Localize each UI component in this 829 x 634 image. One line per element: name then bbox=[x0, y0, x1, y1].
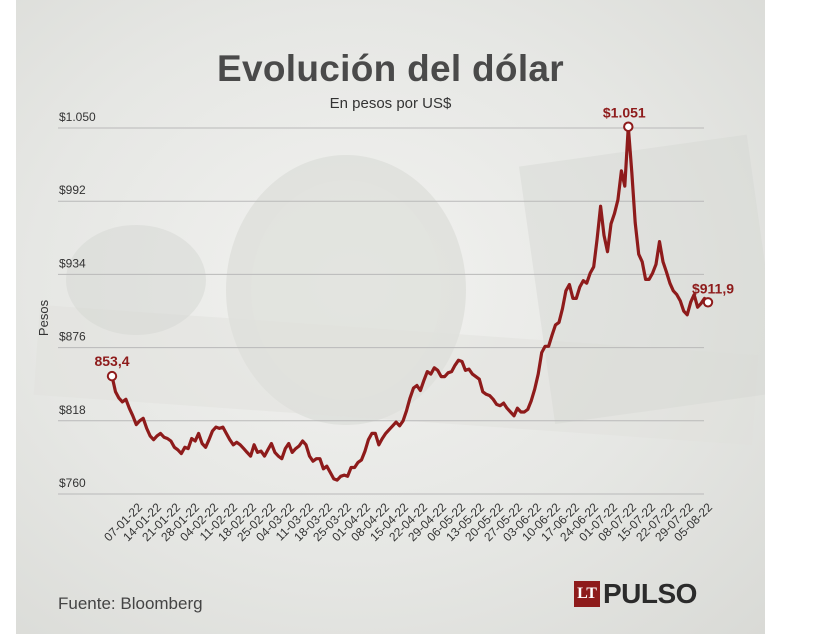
series-layer bbox=[110, 125, 710, 482]
logo-text: PULSO bbox=[603, 578, 697, 609]
logo-mark: LT bbox=[574, 581, 600, 607]
y-tick-label: $876 bbox=[59, 330, 86, 344]
pulso-logo: LT PULSO bbox=[574, 578, 697, 610]
chart-title: Evolución del dólar bbox=[217, 48, 564, 89]
chart-subtitle: En pesos por US$ bbox=[329, 95, 452, 112]
annotation-marker bbox=[623, 121, 634, 132]
line-chart: $760 $818 $876 $934 $992 $1.050 07-01-2214-01… bbox=[36, 105, 734, 544]
y-axis-label: Pesos bbox=[36, 299, 51, 336]
gridlines bbox=[58, 127, 704, 495]
annotation-label: 853,4 bbox=[94, 353, 129, 369]
series-line bbox=[110, 125, 710, 482]
y-tick-label: $818 bbox=[59, 403, 86, 417]
annotation-marker bbox=[702, 297, 714, 308]
y-axis-ticks: $760 $818 $876 $934 $992 $1.050 bbox=[59, 110, 96, 490]
source-note: Fuente: Bloomberg bbox=[58, 594, 203, 613]
y-tick-label: $934 bbox=[59, 256, 86, 270]
y-tick-label: $1.050 bbox=[59, 110, 96, 124]
y-tick-label: $760 bbox=[59, 476, 86, 490]
x-axis-ticks: 07-01-2214-01-2221-01-2228-01-2204-02-22… bbox=[101, 500, 715, 544]
annotation-label: $911,9 bbox=[692, 280, 734, 296]
y-tick-label: $992 bbox=[59, 183, 86, 197]
annotations: 853,4 $1.051 $911,9 bbox=[94, 105, 734, 382]
annotation-label: $1.051 bbox=[603, 105, 646, 121]
chart-card: Evolución del dólar En pesos por US$ $76… bbox=[16, 0, 765, 634]
annotation-marker bbox=[106, 370, 118, 382]
